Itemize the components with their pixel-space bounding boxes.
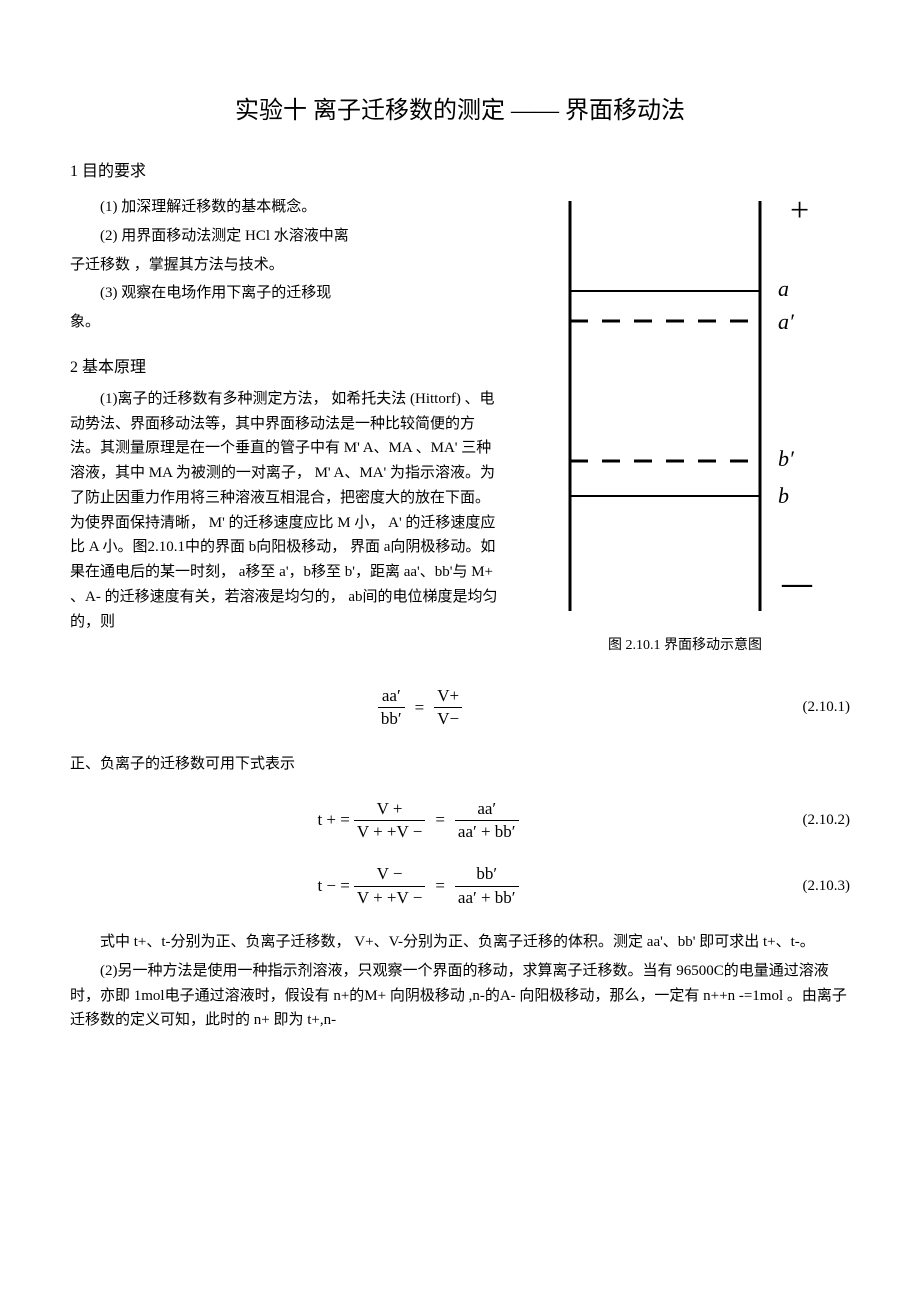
page-title: 实验十 离子迁移数的测定 —— 界面移动法 <box>70 90 850 125</box>
sec2-p3: 式中 t+、t-分别为正、负离子迁移数， V+、V-分别为正、负离子迁移的体积。… <box>70 930 850 955</box>
sec2-p2: 正、负离子的迁移数可用下式表示 <box>70 752 850 777</box>
equation-2-10-2: t + = V + V + +V − = aa′ aa′ + bb′ (2.10… <box>70 799 850 843</box>
eq1-rhs-num: V+ <box>434 686 462 707</box>
equation-2-10-3: t − = V − V + +V − = bb′ aa′ + bb′ (2.10… <box>70 864 850 908</box>
eq2-mid-den: V + +V − <box>354 820 425 842</box>
eq2-mid-num: V + <box>374 799 406 820</box>
figure-caption: 图 2.10.1 界面移动示意图 <box>520 634 850 654</box>
label-a-prime: a′ <box>778 309 795 334</box>
section-1-heading: 1 目的要求 <box>70 157 850 181</box>
eq1-lhs-num: aa′ <box>379 686 404 707</box>
eq2-rhs-den: aa′ + bb′ <box>455 820 519 842</box>
page: 实验十 离子迁移数的测定 —— 界面移动法 1 目的要求 + a a′ b′ b… <box>0 0 920 1097</box>
eq2-number: (2.10.2) <box>770 812 850 829</box>
figure-2-10-1: + a a′ b′ b — 图 2.10.1 界面移动示意图 <box>520 191 850 654</box>
equals-sign: = <box>435 810 445 830</box>
eq3-mid-den: V + +V − <box>354 886 425 908</box>
label-a: a <box>778 276 789 301</box>
section-1-body: + a a′ b′ b — 图 2.10.1 界面移动示意图 (1) 加深理解迁… <box>70 191 850 664</box>
eq3-rhs-den: aa′ + bb′ <box>455 886 519 908</box>
equals-sign: = <box>435 876 445 896</box>
equation-2-10-1: aa′ bb′ = V+ V− (2.10.1) <box>70 686 850 730</box>
eq2-rhs-num: aa′ <box>474 799 499 820</box>
plus-sign: + <box>790 192 809 229</box>
equals-sign: = <box>415 698 425 718</box>
sec2-p4: (2)另一种方法是使用一种指示剂溶液，只观察一个界面的移动，求算离子迁移数。当有… <box>70 959 850 1033</box>
eq3-rhs-num: bb′ <box>473 864 500 885</box>
label-b: b <box>778 483 789 508</box>
minus-sign: — <box>781 567 813 600</box>
label-b-prime: b′ <box>778 446 795 471</box>
boundary-diagram: + a a′ b′ b — <box>520 191 820 621</box>
eq1-lhs-den: bb′ <box>378 707 405 729</box>
eq1-number: (2.10.1) <box>770 699 850 716</box>
eq3-mid-num: V − <box>374 864 406 885</box>
eq3-lhs: t − = <box>317 876 349 896</box>
eq2-lhs: t + = <box>317 810 349 830</box>
eq3-number: (2.10.3) <box>770 878 850 895</box>
eq1-rhs-den: V− <box>434 707 462 729</box>
